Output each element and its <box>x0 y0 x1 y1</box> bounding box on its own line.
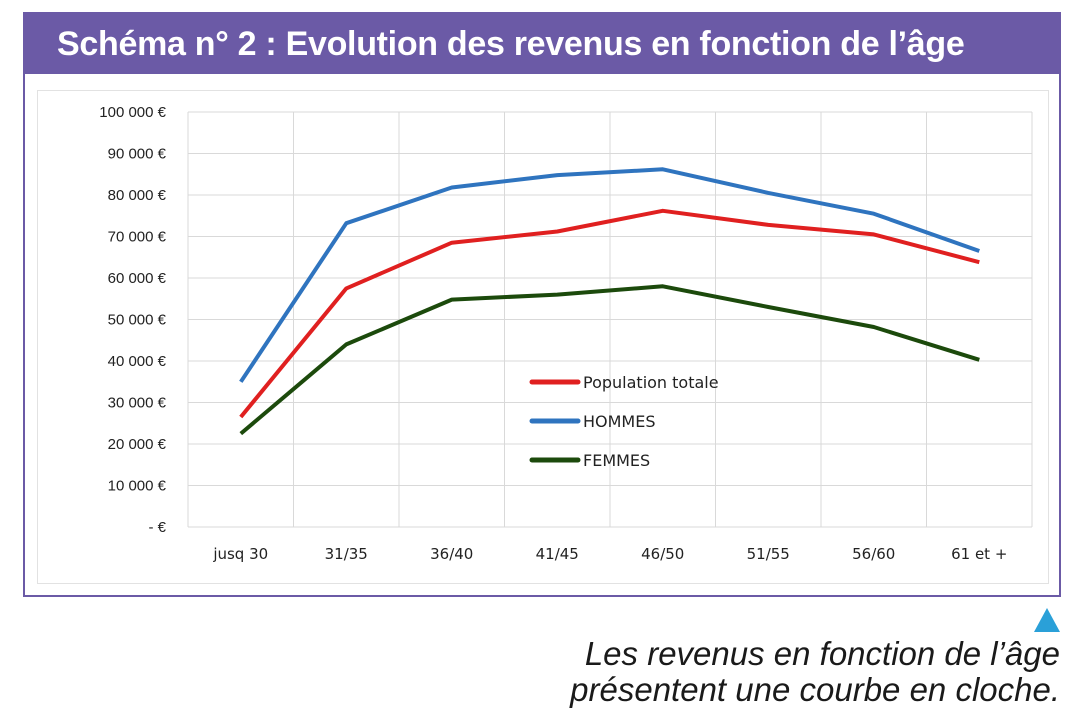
x-tick-label: 41/45 <box>536 545 579 563</box>
triangle-marker-icon <box>1034 608 1060 632</box>
series-line <box>239 284 980 436</box>
chart-frame: Schéma n° 2 : Evolution des revenus en f… <box>23 12 1061 597</box>
legend-label: HOMMES <box>583 412 656 431</box>
caption-line-1: Les revenus en fonction de l’âge <box>584 635 1060 672</box>
legend-label: Population totale <box>583 373 719 392</box>
plot-border <box>37 90 1049 584</box>
y-tick-label: 50 000 € <box>108 312 167 329</box>
caption: Les revenus en fonction de l’âge présent… <box>570 636 1060 708</box>
y-tick-label: 10 000 € <box>108 478 167 495</box>
y-tick-label: 60 000 € <box>108 270 167 287</box>
y-tick-label: 70 000 € <box>108 229 167 246</box>
y-tick-label: 40 000 € <box>108 353 167 370</box>
x-tick-label: 31/35 <box>325 545 368 563</box>
chart-title: Schéma n° 2 : Evolution des revenus en f… <box>25 14 1059 74</box>
y-tick-label: 30 000 € <box>108 395 167 412</box>
x-tick-label: jusq 30 <box>212 545 268 563</box>
y-tick-label: 20 000 € <box>108 436 167 453</box>
legend-label: FEMMES <box>583 451 650 470</box>
series-line <box>239 208 980 419</box>
caption-line-2: présentent une courbe en cloche. <box>570 671 1060 708</box>
x-tick-label: 56/60 <box>852 545 895 563</box>
y-tick-label: 90 000 € <box>108 146 167 163</box>
x-tick-label: 46/50 <box>641 545 684 563</box>
y-tick-label: 80 000 € <box>108 187 167 204</box>
x-tick-label: 61 et + <box>951 545 1007 563</box>
x-tick-label: 51/55 <box>747 545 790 563</box>
y-tick-label: 100 000 € <box>99 104 166 121</box>
series-line <box>239 167 980 383</box>
x-tick-label: 36/40 <box>430 545 473 563</box>
y-tick-label: - € <box>148 519 166 536</box>
